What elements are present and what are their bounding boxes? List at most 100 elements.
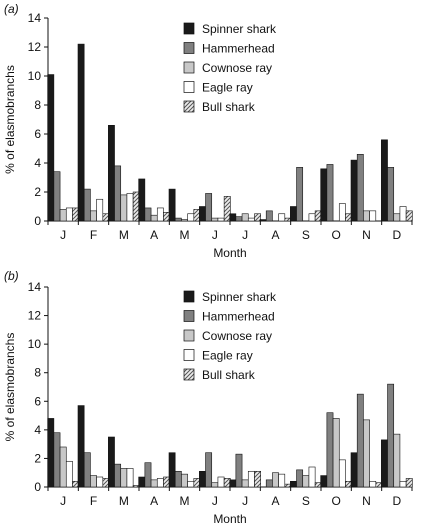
x-tick-label: S — [302, 228, 310, 242]
x-tick-label: A — [150, 228, 158, 242]
legend-swatch-cownose-ray — [183, 61, 195, 74]
bar-spinner-shark — [259, 219, 267, 222]
legend-label: Cownose ray — [202, 329, 272, 343]
bar-eagle-ray — [187, 213, 195, 222]
legend-label: Eagle ray — [202, 349, 253, 363]
bar-eagle-ray — [308, 466, 316, 488]
bar-eagle-ray — [399, 206, 407, 222]
bar-hammerhead — [296, 469, 304, 488]
bar-spinner-shark — [350, 159, 358, 222]
x-tick-label: A — [271, 228, 279, 242]
bar-cownose-ray — [59, 446, 67, 488]
panel-label: (a) — [4, 2, 19, 16]
legend-label: Spinner shark — [202, 22, 277, 36]
bar-cownose-ray — [150, 214, 158, 222]
legend-swatch-hammerhead — [183, 42, 195, 54]
x-tick-label: F — [90, 494, 97, 508]
bar-spinner-shark — [168, 452, 176, 488]
x-tick-label: F — [90, 228, 97, 242]
bar-cownose-ray — [90, 210, 97, 222]
legend-label: Hammerhead — [202, 310, 275, 324]
legend-label: Hammerhead — [202, 42, 275, 56]
bar-spinner-shark — [138, 178, 146, 222]
bar-hammerhead — [174, 470, 182, 488]
legend-swatch-cownose-ray — [183, 329, 195, 342]
legend-swatch-bull-shark — [183, 100, 195, 113]
bar-spinner-shark — [290, 206, 297, 222]
bar-cownose-ray — [363, 210, 370, 222]
x-tick-label: J — [60, 228, 66, 242]
bar-spinner-shark — [381, 139, 388, 222]
x-tick-label: O — [331, 494, 340, 508]
bar-eagle-ray — [96, 476, 104, 488]
y-tick-label: 12 — [28, 40, 42, 54]
y-tick-label: 10 — [28, 69, 42, 83]
x-tick-label: M — [180, 228, 190, 242]
bar-eagle-ray — [278, 473, 286, 488]
bar-cownose-ray — [120, 468, 128, 488]
bar-eagle-ray — [65, 460, 73, 488]
x-tick-label: M — [119, 494, 129, 508]
x-axis-label: Month — [213, 512, 246, 526]
y-tick-label: 14 — [28, 11, 42, 25]
bar-eagle-ray — [126, 193, 134, 222]
bar-hammerhead — [265, 479, 273, 488]
bar-eagle-ray — [126, 468, 134, 488]
x-tick-label: M — [180, 494, 190, 508]
y-tick-label: 2 — [34, 451, 41, 465]
bar-spinner-shark — [168, 188, 176, 222]
bar-bull-shark — [405, 478, 413, 488]
bar-cownose-ray — [181, 473, 188, 488]
x-tick-label: J — [212, 228, 218, 242]
bar-cownose-ray — [241, 479, 249, 488]
y-tick-label: 0 — [34, 480, 41, 494]
bar-spinner-shark — [77, 43, 85, 222]
bar-spinner-shark — [199, 206, 206, 222]
y-tick-label: 6 — [34, 394, 41, 408]
bar-cownose-ray — [211, 217, 219, 222]
y-tick-label: 6 — [34, 127, 41, 141]
bar-hammerhead — [235, 453, 243, 488]
legend-swatch-eagle-ray — [183, 349, 195, 361]
y-tick-label: 10 — [28, 337, 42, 351]
x-tick-label: S — [302, 494, 310, 508]
bar-cownose-ray — [363, 419, 370, 488]
bar-eagle-ray — [338, 203, 346, 222]
bar-spinner-shark — [229, 213, 237, 222]
legend-label: Cownose ray — [202, 61, 272, 75]
legend-swatch-spinner-shark — [183, 22, 195, 35]
y-axis-label: % of elasmobranchs — [3, 65, 17, 174]
bar-spinner-shark — [108, 125, 115, 222]
bar-cownose-ray — [150, 479, 158, 488]
bar-cownose-ray — [393, 213, 401, 222]
x-tick-label: J — [242, 494, 248, 508]
bar-hammerhead — [114, 165, 122, 222]
bar-hammerhead — [53, 432, 61, 488]
legend-label: Bull shark — [202, 368, 256, 382]
bar-spinner-shark — [108, 436, 115, 488]
bar-hammerhead — [53, 171, 61, 222]
x-tick-label: D — [392, 228, 401, 242]
bar-eagle-ray — [156, 478, 164, 488]
bar-hammerhead — [205, 193, 213, 222]
y-tick-label: 8 — [34, 98, 41, 112]
x-axis-label: Month — [213, 246, 246, 260]
bar-hammerhead — [114, 463, 122, 488]
bar-cownose-ray — [272, 472, 279, 488]
bar-spinner-shark — [381, 439, 388, 488]
bar-eagle-ray — [65, 207, 73, 222]
x-tick-label: J — [242, 228, 248, 242]
bar-hammerhead — [387, 167, 395, 222]
panel-label: (b) — [4, 269, 19, 283]
x-tick-label: J — [212, 494, 218, 508]
bar-hammerhead — [83, 452, 91, 488]
bar-eagle-ray — [338, 459, 346, 488]
bar-eagle-ray — [278, 213, 286, 222]
bar-eagle-ray — [247, 217, 255, 222]
bar-bull-shark — [405, 210, 413, 222]
legend-swatch-hammerhead — [183, 310, 195, 322]
legend-label: Eagle ray — [202, 81, 253, 95]
bar-spinner-shark — [138, 476, 146, 488]
legend-label: Bull shark — [202, 100, 256, 114]
